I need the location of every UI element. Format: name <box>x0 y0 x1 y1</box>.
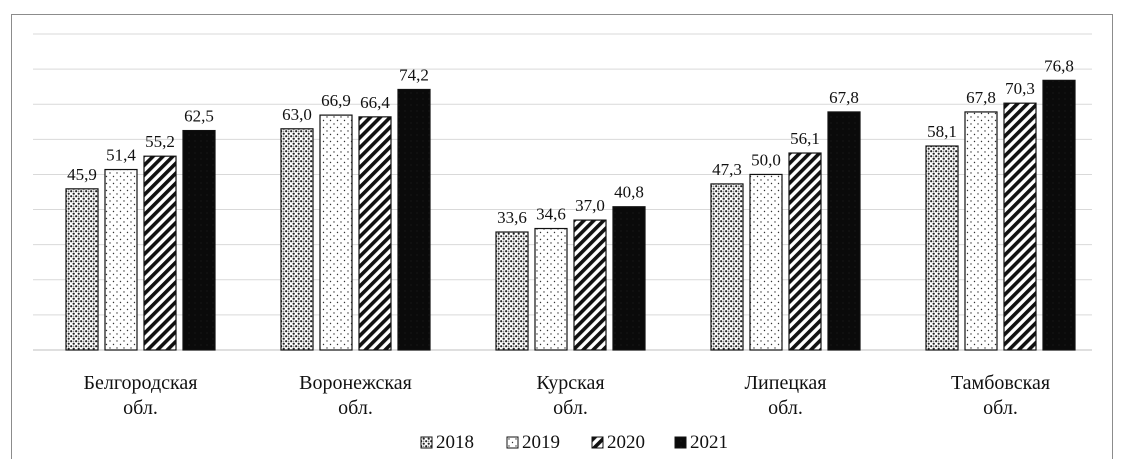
data-label-2020-1: 66,4 <box>360 93 390 112</box>
category-label: обл. <box>768 397 803 419</box>
data-label-2020-2: 37,0 <box>575 196 605 215</box>
bar-2021-0 <box>182 129 216 351</box>
legend: 2018 2019 2020 2021 <box>420 432 728 453</box>
category-label: обл. <box>123 397 158 419</box>
category-label: Воронежская <box>299 372 412 394</box>
data-label-2019-4: 67,8 <box>966 88 996 107</box>
data-label-2021-2: 40,8 <box>614 183 644 202</box>
legend-label-2021: 2021 <box>690 432 728 453</box>
data-label-2018-1: 63,0 <box>282 105 312 124</box>
data-label-2018-0: 45,9 <box>67 165 97 184</box>
bar-2020-0 <box>143 155 177 351</box>
data-label-2021-4: 76,8 <box>1044 56 1074 75</box>
legend-label-2019: 2019 <box>522 432 560 453</box>
bar-2018-1 <box>280 128 314 351</box>
bar-2020-3 <box>788 152 822 351</box>
bar-2018-0 <box>65 188 99 351</box>
bar-2019-2 <box>534 227 568 351</box>
category-label: обл. <box>553 397 588 419</box>
bar-2019-0 <box>104 168 138 351</box>
legend-label-2018: 2018 <box>436 432 474 453</box>
bar-2020-2 <box>573 219 607 351</box>
bar-series <box>65 79 1076 351</box>
legend-label-2020: 2020 <box>607 432 645 453</box>
legend-swatch-2020 <box>591 436 604 449</box>
data-label-2021-1: 74,2 <box>399 65 429 84</box>
bar-2019-1 <box>319 114 353 351</box>
data-label-2019-1: 66,9 <box>321 91 351 110</box>
data-label-2018-3: 47,3 <box>712 160 742 179</box>
data-label-2018-2: 33,6 <box>497 208 527 227</box>
category-label: обл. <box>338 397 373 419</box>
legend-swatch-2019 <box>506 436 519 449</box>
bar-2018-4 <box>925 145 959 351</box>
category-label: Липецкая <box>744 372 826 394</box>
bar-2018-3 <box>710 183 744 351</box>
legend-swatch-2018 <box>420 436 433 449</box>
bar-2021-4 <box>1042 79 1076 351</box>
category-label: Белгородская <box>83 372 197 394</box>
bar-2021-2 <box>612 206 646 351</box>
data-labels: 45,9 51,4 55,2 62,5 63,0 66,9 66,4 74,2 33,6 34,6… <box>67 56 1074 227</box>
legend-swatch-2021 <box>674 436 687 449</box>
category-label: Курская <box>536 372 604 394</box>
bar-2020-1 <box>358 116 392 351</box>
data-label-2020-0: 55,2 <box>145 132 175 151</box>
data-label-2018-4: 58,1 <box>927 122 957 141</box>
data-label-2021-0: 62,5 <box>184 107 214 126</box>
chart-frame <box>11 14 1113 459</box>
data-label-2021-3: 67,8 <box>829 88 859 107</box>
data-label-2020-3: 56,1 <box>790 129 820 148</box>
bar-2020-4 <box>1003 102 1037 351</box>
bar-2021-1 <box>397 88 431 351</box>
category-label: обл. <box>983 397 1018 419</box>
data-label-2019-0: 51,4 <box>106 146 136 165</box>
bar-2019-4 <box>964 111 998 351</box>
bar-2018-2 <box>495 231 529 351</box>
data-label-2020-4: 70,3 <box>1005 79 1035 98</box>
data-label-2019-2: 34,6 <box>536 205 566 224</box>
data-label-2019-3: 50,0 <box>751 150 781 169</box>
bar-2021-3 <box>827 111 861 351</box>
category-label: Тамбовская <box>951 372 1050 394</box>
category-axis-labels: Белгородская обл. Воронежская обл. Курская об… <box>83 372 1050 419</box>
bar-2019-3 <box>749 173 783 351</box>
